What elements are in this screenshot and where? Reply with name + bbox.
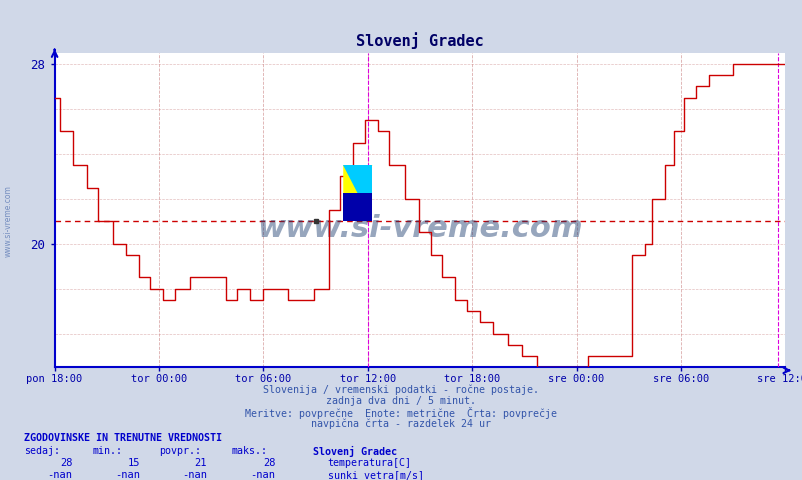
Text: -nan: -nan bbox=[47, 470, 72, 480]
Text: Slovenija / vremenski podatki - ročne postaje.: Slovenija / vremenski podatki - ročne po… bbox=[263, 385, 539, 396]
Text: temperatura[C]: temperatura[C] bbox=[327, 458, 411, 468]
Text: 15: 15 bbox=[128, 458, 140, 468]
Text: 21: 21 bbox=[194, 458, 207, 468]
Polygon shape bbox=[342, 193, 372, 221]
Text: ZGODOVINSKE IN TRENUTNE VREDNOSTI: ZGODOVINSKE IN TRENUTNE VREDNOSTI bbox=[24, 433, 222, 443]
Text: min.:: min.: bbox=[92, 446, 122, 456]
Text: Slovenj Gradec: Slovenj Gradec bbox=[313, 446, 397, 457]
Text: povpr.:: povpr.: bbox=[159, 446, 200, 456]
Text: Meritve: povprečne  Enote: metrične  Črta: povprečje: Meritve: povprečne Enote: metrične Črta:… bbox=[245, 407, 557, 419]
Title: Slovenj Gradec: Slovenj Gradec bbox=[355, 32, 484, 49]
Text: sedaj:: sedaj: bbox=[24, 446, 60, 456]
Text: -nan: -nan bbox=[250, 470, 275, 480]
Text: -nan: -nan bbox=[182, 470, 207, 480]
Text: navpična črta - razdelek 24 ur: navpična črta - razdelek 24 ur bbox=[311, 418, 491, 429]
Text: 28: 28 bbox=[59, 458, 72, 468]
Text: sunki vetra[m/s]: sunki vetra[m/s] bbox=[327, 470, 423, 480]
Text: www.si-vreme.com: www.si-vreme.com bbox=[257, 215, 582, 243]
Polygon shape bbox=[342, 165, 372, 221]
Text: maks.:: maks.: bbox=[231, 446, 267, 456]
Text: zadnja dva dni / 5 minut.: zadnja dva dni / 5 minut. bbox=[326, 396, 476, 406]
Text: -nan: -nan bbox=[115, 470, 140, 480]
Polygon shape bbox=[342, 165, 372, 221]
Text: www.si-vreme.com: www.si-vreme.com bbox=[3, 185, 13, 257]
Text: 28: 28 bbox=[262, 458, 275, 468]
